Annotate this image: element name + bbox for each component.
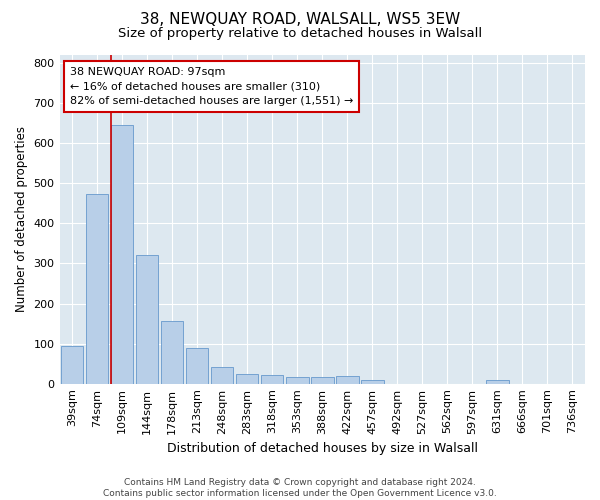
Bar xyxy=(61,346,83,384)
Y-axis label: Number of detached properties: Number of detached properties xyxy=(15,126,28,312)
Text: Size of property relative to detached houses in Walsall: Size of property relative to detached ho… xyxy=(118,28,482,40)
Bar xyxy=(111,125,133,384)
X-axis label: Distribution of detached houses by size in Walsall: Distribution of detached houses by size … xyxy=(167,442,478,455)
Bar xyxy=(186,348,208,384)
Bar xyxy=(311,378,334,384)
Bar xyxy=(86,194,109,384)
Text: 38, NEWQUAY ROAD, WALSALL, WS5 3EW: 38, NEWQUAY ROAD, WALSALL, WS5 3EW xyxy=(140,12,460,28)
Bar xyxy=(161,321,184,384)
Bar xyxy=(236,374,259,384)
Bar xyxy=(211,367,233,384)
Text: 38 NEWQUAY ROAD: 97sqm
← 16% of detached houses are smaller (310)
82% of semi-de: 38 NEWQUAY ROAD: 97sqm ← 16% of detached… xyxy=(70,66,353,106)
Bar xyxy=(361,380,383,384)
Bar xyxy=(261,375,283,384)
Bar xyxy=(336,376,359,384)
Text: Contains HM Land Registry data © Crown copyright and database right 2024.
Contai: Contains HM Land Registry data © Crown c… xyxy=(103,478,497,498)
Bar xyxy=(286,378,308,384)
Bar xyxy=(136,256,158,384)
Bar xyxy=(486,380,509,384)
